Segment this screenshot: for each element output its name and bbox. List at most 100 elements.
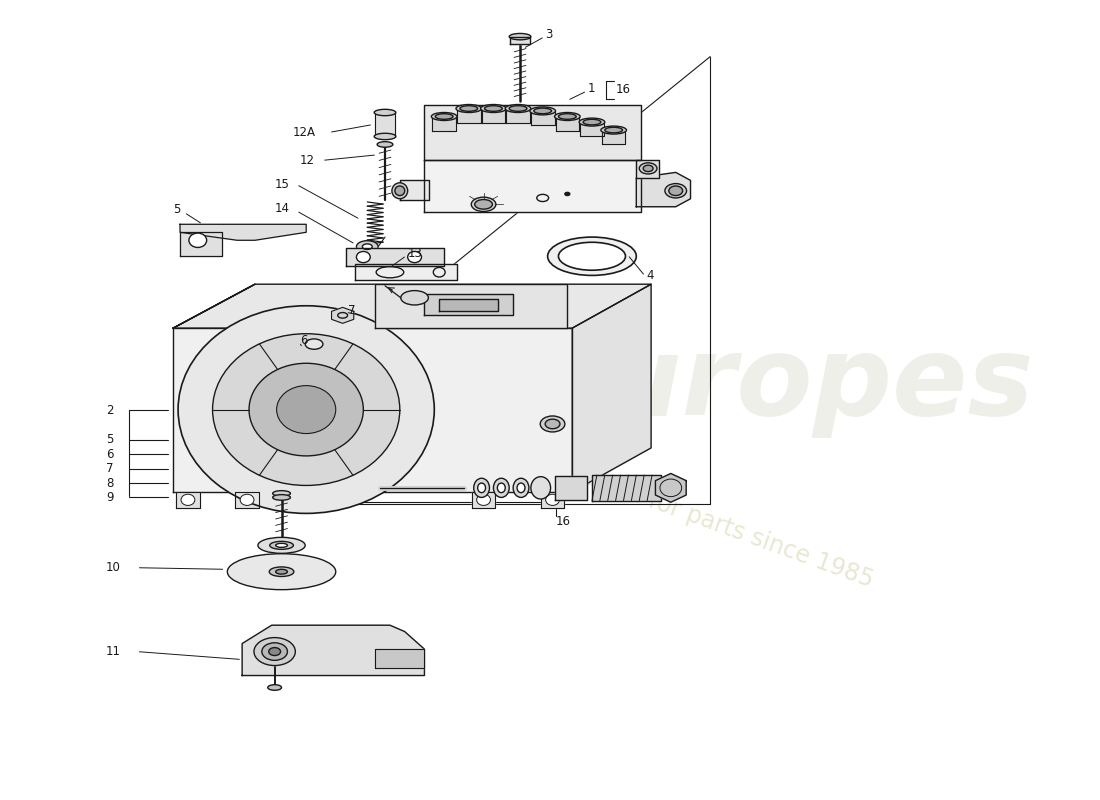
Text: 7: 7 [348, 304, 355, 317]
Polygon shape [556, 117, 580, 131]
Ellipse shape [273, 494, 290, 500]
Polygon shape [173, 284, 651, 328]
Ellipse shape [605, 127, 623, 133]
Text: 11: 11 [106, 645, 121, 658]
Polygon shape [345, 248, 444, 266]
Polygon shape [235, 492, 258, 508]
Ellipse shape [431, 113, 456, 121]
Ellipse shape [559, 242, 626, 270]
Ellipse shape [580, 118, 605, 126]
Polygon shape [580, 122, 604, 137]
Ellipse shape [374, 110, 396, 116]
Ellipse shape [546, 419, 560, 429]
Text: 16: 16 [616, 83, 630, 96]
Ellipse shape [377, 142, 393, 147]
Polygon shape [173, 284, 255, 328]
Ellipse shape [517, 483, 525, 493]
Polygon shape [531, 111, 554, 126]
Polygon shape [399, 180, 429, 200]
Ellipse shape [639, 163, 657, 174]
Circle shape [356, 251, 371, 262]
Text: 1: 1 [588, 82, 595, 95]
Ellipse shape [299, 335, 329, 353]
Text: 12: 12 [299, 154, 315, 167]
Ellipse shape [460, 106, 477, 111]
Polygon shape [506, 109, 530, 123]
Text: europes: europes [528, 330, 1034, 438]
Text: 6: 6 [300, 334, 308, 346]
Polygon shape [425, 294, 513, 315]
Text: 10: 10 [106, 562, 121, 574]
Ellipse shape [664, 183, 686, 198]
Ellipse shape [262, 642, 287, 660]
Ellipse shape [559, 114, 576, 119]
Polygon shape [355, 264, 456, 280]
Ellipse shape [497, 483, 505, 493]
Polygon shape [636, 172, 691, 206]
Ellipse shape [481, 105, 506, 113]
Text: 5: 5 [173, 203, 180, 217]
Ellipse shape [270, 542, 294, 550]
Ellipse shape [565, 192, 570, 195]
Ellipse shape [513, 478, 529, 498]
Polygon shape [602, 130, 626, 145]
Ellipse shape [392, 182, 408, 198]
Ellipse shape [471, 197, 496, 211]
Text: 3: 3 [546, 28, 553, 41]
Polygon shape [180, 232, 222, 256]
Text: a passion for parts since 1985: a passion for parts since 1985 [534, 447, 877, 592]
Ellipse shape [540, 416, 565, 432]
Ellipse shape [374, 134, 396, 140]
Polygon shape [432, 117, 456, 131]
Polygon shape [176, 492, 200, 508]
Ellipse shape [395, 186, 405, 195]
Ellipse shape [356, 241, 378, 253]
Text: 6: 6 [106, 448, 113, 461]
Text: 16: 16 [556, 515, 571, 528]
Polygon shape [375, 113, 395, 137]
Ellipse shape [436, 114, 453, 119]
Ellipse shape [456, 105, 482, 113]
Ellipse shape [276, 570, 287, 574]
Polygon shape [554, 476, 587, 500]
Polygon shape [636, 161, 659, 178]
Ellipse shape [583, 119, 601, 125]
Ellipse shape [509, 34, 531, 40]
Text: 15: 15 [275, 178, 289, 191]
Polygon shape [425, 105, 641, 161]
Ellipse shape [400, 290, 428, 305]
Ellipse shape [362, 244, 372, 250]
Ellipse shape [270, 567, 294, 577]
Text: 2: 2 [106, 404, 113, 417]
Polygon shape [173, 328, 572, 492]
Circle shape [546, 494, 560, 506]
Ellipse shape [509, 106, 527, 111]
Ellipse shape [530, 107, 556, 115]
Polygon shape [541, 492, 564, 508]
Text: 4: 4 [646, 269, 653, 282]
Text: 14: 14 [275, 202, 289, 215]
Ellipse shape [268, 647, 280, 655]
Ellipse shape [477, 483, 485, 493]
Ellipse shape [474, 478, 490, 498]
Circle shape [178, 306, 434, 514]
Polygon shape [456, 109, 481, 123]
Ellipse shape [475, 199, 493, 209]
Ellipse shape [228, 554, 336, 590]
Ellipse shape [669, 186, 683, 195]
Ellipse shape [494, 478, 509, 498]
Ellipse shape [257, 538, 305, 554]
Ellipse shape [505, 105, 531, 113]
Ellipse shape [305, 339, 323, 350]
Circle shape [212, 334, 399, 486]
Polygon shape [375, 649, 425, 667]
Circle shape [276, 386, 336, 434]
Ellipse shape [267, 685, 282, 690]
Circle shape [182, 494, 195, 506]
Text: 13: 13 [408, 247, 422, 260]
Ellipse shape [554, 113, 580, 121]
Polygon shape [592, 475, 661, 501]
Text: 9: 9 [106, 491, 113, 504]
Circle shape [408, 251, 421, 262]
Ellipse shape [534, 108, 551, 114]
